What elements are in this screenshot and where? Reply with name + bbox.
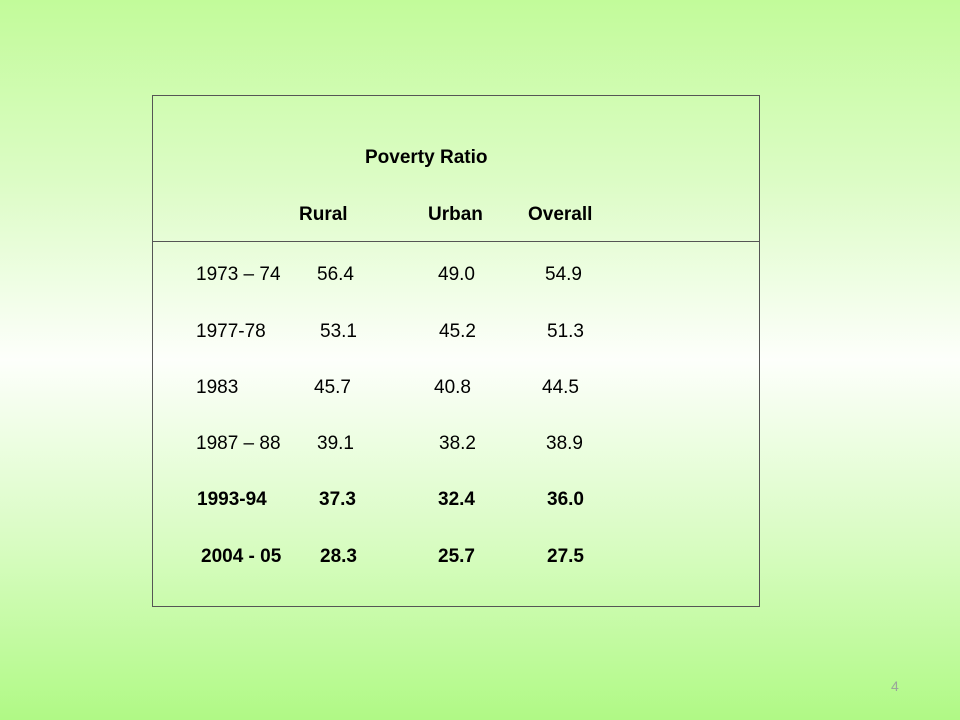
row-rural: 56.4 [317, 264, 354, 285]
row-overall: 27.5 [547, 546, 584, 567]
page-number: 4 [891, 678, 899, 694]
row-period: 2004 - 05 [201, 546, 282, 567]
row-overall: 36.0 [547, 489, 584, 510]
row-urban: 32.4 [438, 489, 475, 510]
row-rural: 45.7 [314, 377, 351, 398]
row-period: 1977-78 [196, 321, 266, 342]
row-overall: 38.9 [546, 433, 583, 454]
row-rural: 53.1 [320, 321, 357, 342]
table-title: Poverty Ratio [365, 147, 488, 168]
row-rural: 39.1 [317, 433, 354, 454]
column-header-urban: Urban [428, 204, 483, 225]
header-divider [153, 241, 759, 242]
row-urban: 25.7 [438, 546, 475, 567]
row-overall: 44.5 [542, 377, 579, 398]
row-period: 1973 – 74 [196, 264, 281, 285]
row-urban: 45.2 [439, 321, 476, 342]
row-rural: 37.3 [319, 489, 356, 510]
row-period: 1987 – 88 [196, 433, 281, 454]
row-period: 1983 [196, 377, 239, 398]
row-overall: 54.9 [545, 264, 582, 285]
row-period: 1993-94 [197, 489, 267, 510]
poverty-ratio-table: Poverty Ratio Rural Urban Overall 1973 –… [152, 95, 760, 607]
row-urban: 40.8 [434, 377, 471, 398]
column-header-rural: Rural [299, 204, 348, 225]
row-urban: 38.2 [439, 433, 476, 454]
column-header-overall: Overall [528, 204, 593, 225]
row-overall: 51.3 [547, 321, 584, 342]
row-urban: 49.0 [438, 264, 475, 285]
row-rural: 28.3 [320, 546, 357, 567]
